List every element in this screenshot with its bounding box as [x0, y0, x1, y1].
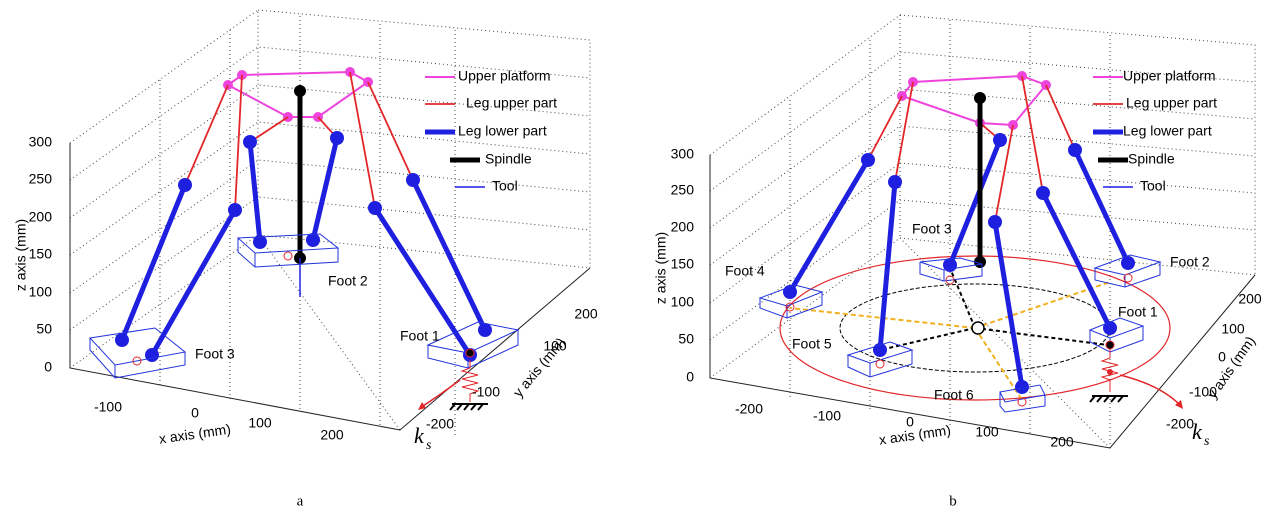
z-tick-label: 250 [29, 171, 53, 187]
x-tick-label: 100 [248, 415, 272, 431]
legend-label: Leg lower part [1123, 123, 1212, 139]
foot-label: Foot 2 [1170, 254, 1210, 270]
caption: a [297, 493, 304, 509]
spring-label: k [1192, 419, 1203, 444]
x-tick-label: 0 [906, 414, 914, 430]
y-tick-label: -100 [472, 384, 500, 400]
legend: Upper platform Leg upper part Leg lower … [1093, 68, 1217, 194]
legend-label: Tool [1140, 178, 1166, 194]
z-tick-label: 0 [686, 369, 694, 385]
y-tick-label: 100 [543, 338, 567, 354]
legend-label: Spindle [1128, 151, 1175, 167]
spring-label: k [414, 423, 425, 448]
z-tick-label: 50 [36, 321, 52, 337]
z-tick-label: 200 [29, 209, 53, 225]
z-axis-label: z axis (mm) [653, 232, 669, 304]
panel-b: Upper platform Leg upper part Leg lower … [653, 14, 1262, 509]
spring-label-sub: s [426, 438, 432, 453]
z-tick-label: 300 [671, 146, 695, 162]
x-tick-label: 200 [320, 427, 344, 443]
foot-label: Foot 2 [328, 273, 368, 289]
legend: Upper platform Leg upper part Leg lower … [425, 68, 557, 194]
x-tick-label: 0 [191, 405, 199, 421]
z-tick-label: 0 [44, 359, 52, 375]
y-tick-label: 100 [1221, 321, 1245, 337]
foot-label: Foot 1 [1118, 304, 1158, 320]
z-tick-label: 200 [671, 219, 695, 235]
z-tick-label: 300 [29, 134, 53, 150]
z-tick-label: 50 [678, 331, 694, 347]
y-axis-label: y axis (mm) [1204, 333, 1259, 401]
z-tick-label: 250 [671, 182, 695, 198]
y-tick-label: 200 [574, 306, 598, 322]
foot-label: Foot 5 [792, 336, 832, 352]
legend-label: Upper platform [458, 68, 551, 84]
y-tick-label: 0 [1218, 349, 1226, 365]
y-tick-label: 200 [1238, 291, 1262, 307]
z-tick-label: 150 [671, 256, 695, 272]
y-tick-label: -100 [1189, 384, 1217, 400]
foot-label: Foot 3 [195, 346, 235, 362]
z-tick-label: 150 [29, 246, 53, 262]
x-tick-label: -100 [94, 399, 122, 415]
legend-label: Leg upper part [1126, 95, 1217, 111]
x-tick-label: -100 [813, 408, 841, 424]
x-tick-label: -200 [735, 401, 763, 417]
foot-label: Foot 1 [400, 328, 440, 344]
y-tick-label: -200 [426, 416, 454, 432]
z-axis-label: z axis (mm) [13, 219, 29, 291]
foot-label: Foot 3 [912, 221, 952, 237]
panel-a: Upper platform Leg upper part Leg lower … [13, 9, 598, 509]
legend-label: Tool [492, 178, 518, 194]
y-tick-label: -200 [1166, 416, 1194, 432]
legend-label: Spindle [485, 151, 532, 167]
z-tick-label: 100 [671, 294, 695, 310]
foot-label: Foot 6 [934, 387, 974, 403]
foot-label: Foot 4 [725, 263, 765, 279]
spring-label-sub: s [1204, 434, 1210, 449]
legend-label: Leg upper part [466, 95, 557, 111]
legend-label: Leg lower part [458, 123, 547, 139]
x-tick-label: 200 [1050, 434, 1074, 450]
x-tick-label: 100 [975, 424, 999, 440]
caption: b [949, 493, 957, 509]
x-axis-label: x axis (mm) [878, 422, 952, 448]
z-tick-label: 100 [29, 284, 53, 300]
x-axis-label: x axis (mm) [158, 421, 232, 447]
legend-label: Upper platform [1123, 68, 1216, 84]
